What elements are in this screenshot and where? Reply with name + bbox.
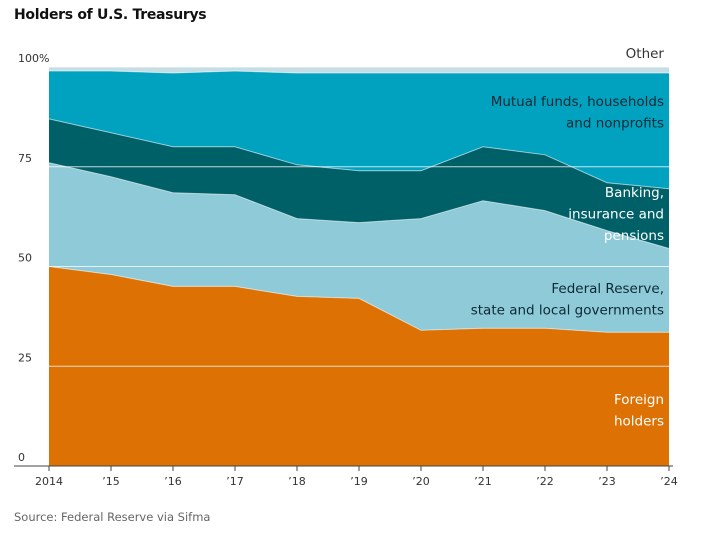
series-boundary-line <box>48 266 669 333</box>
series-boundary-line <box>49 70 669 74</box>
x-tick-label: 2014 <box>35 475 63 488</box>
x-tick-label: ’21 <box>474 475 492 488</box>
y-tick-label: 100% <box>18 52 49 65</box>
source-note: Source: Federal Reserve via Sifma <box>14 510 211 524</box>
x-tick-label: ’23 <box>598 475 616 488</box>
x-tick-label: ’15 <box>102 475 120 488</box>
y-tick-label: 75 <box>18 152 32 165</box>
x-tick-label: ’22 <box>536 475 554 488</box>
x-tick-label: ’24 <box>660 475 678 488</box>
y-axis: 0 25 50 75 100% <box>18 52 49 464</box>
series-label-2: Banking, insurance and pensions <box>568 185 664 244</box>
gridlines <box>14 66 669 367</box>
x-tick-label: ’18 <box>288 475 306 488</box>
series-label-3: Mutual funds, households and nonprofits <box>491 94 664 132</box>
x-axis: 2014 ’15 ’16 ’17 ’18 ’19 ’20 ’21 ’22 ’23 ’24 <box>14 465 678 488</box>
x-tick-label: ’19 <box>350 475 368 488</box>
y-tick-label: 25 <box>18 351 32 364</box>
y-tick-label: 0 <box>18 451 25 464</box>
series-label-4: Other <box>626 46 665 62</box>
series-label-1: Federal Reserve, state and local governme… <box>471 281 664 319</box>
x-tick-label: ’20 <box>412 475 430 488</box>
series-label-0: Foreign holders <box>614 392 664 430</box>
series-labels: Foreign holders Federal Reserve, state and … <box>471 46 665 430</box>
y-tick-label: 50 <box>18 252 32 265</box>
chart-title: Holders of U.S. Treasurys <box>14 7 207 23</box>
area-series-3 <box>49 71 669 189</box>
series-boundary-line <box>48 118 670 190</box>
area-series-1 <box>49 162 669 333</box>
series-boundary-line <box>48 162 670 249</box>
x-tick-label: ’17 <box>226 475 244 488</box>
x-tick-label: ’16 <box>164 475 182 488</box>
